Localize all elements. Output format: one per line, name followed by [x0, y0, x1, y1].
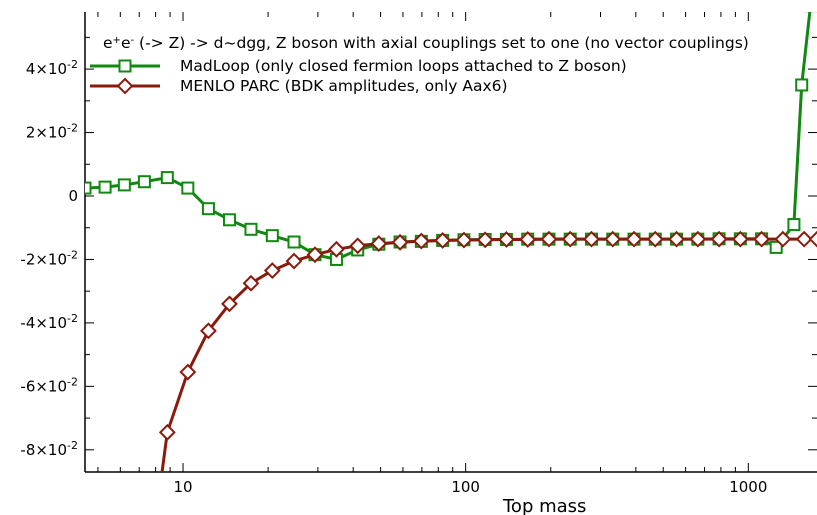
data-point-menlo-parc	[455, 231, 473, 249]
data-point-madloop	[117, 178, 131, 192]
data-point-menlo-parc	[710, 230, 728, 248]
data-point-madloop	[201, 202, 215, 216]
data-point-madloop	[265, 229, 279, 243]
y-tick-label: -2×10-2	[20, 248, 78, 269]
data-point-madloop	[244, 222, 258, 236]
data-point-menlo-parc	[498, 231, 515, 248]
data-point-menlo-parc	[158, 423, 176, 441]
y-tick-label: -4×10-2	[20, 311, 78, 332]
x-tick-label: 100	[451, 478, 480, 496]
y-tick-label: -6×10-2	[20, 375, 78, 396]
legend: MadLoop (only closed fermion loops attac…	[90, 57, 627, 95]
data-point-menlo-parc	[540, 230, 558, 248]
data-point-madloop	[287, 235, 301, 249]
data-point-menlo-parc	[625, 230, 643, 248]
y-tick-label: -8×10-2	[20, 438, 78, 459]
legend-label-menlo-parc: MENLO PARC (BDK amplitudes, only Aax6)	[180, 77, 508, 95]
annotation-text: e+e- (-> Z) -> d~dgg, Z boson with axial…	[103, 34, 749, 52]
data-point-madloop	[222, 213, 236, 227]
y-tick-label: 4×10-2	[26, 58, 78, 79]
data-point-menlo-parc	[306, 246, 324, 264]
data-point-menlo-parc	[391, 233, 409, 251]
data-point-menlo-parc	[349, 237, 367, 255]
data-point-madloop	[787, 218, 801, 232]
data-point-madloop	[795, 78, 809, 92]
data-point-menlo-parc	[668, 230, 685, 248]
axis-ticks	[85, 12, 817, 472]
data-point-menlo-parc	[583, 230, 600, 248]
legend-label-madloop: MadLoop (only closed fermion loops attac…	[180, 57, 627, 75]
data-point-menlo-parc	[604, 230, 622, 248]
data-point-madloop	[85, 181, 92, 195]
data-point-menlo-parc	[200, 322, 217, 340]
data-point-madloop	[137, 175, 151, 189]
data-point-menlo-parc	[221, 295, 238, 313]
legend-marker-madloop	[118, 59, 132, 73]
data-point-menlo-parc	[476, 231, 494, 249]
data-point-menlo-parc	[263, 262, 281, 279]
tick-labels: 10 100 1000 4×10-2 2×10-2 0 -2×10-2 -4×10-2 -6×1…	[20, 58, 767, 496]
data-point-menlo-parc	[412, 232, 430, 250]
x-tick-label: 10	[173, 478, 192, 496]
data-point-menlo-parc	[795, 230, 813, 248]
data-point-madloop	[181, 181, 195, 195]
data-point-menlo-parc	[808, 230, 817, 248]
data-point-menlo-parc	[370, 235, 388, 253]
data-point-menlo-parc	[646, 230, 664, 248]
series-layer	[85, 12, 817, 472]
data-point-menlo-parc	[242, 274, 260, 292]
data-point-menlo-parc	[179, 363, 197, 381]
legend-entry-madloop: MadLoop (only closed fermion loops attac…	[90, 57, 627, 75]
data-point-menlo-parc	[519, 231, 537, 248]
data-point-menlo-parc	[328, 240, 345, 258]
data-point-madloop	[98, 180, 112, 194]
data-point-menlo-parc	[774, 230, 792, 248]
y-tick-label: 0	[68, 187, 78, 205]
x-axis-title: Top mass	[502, 496, 586, 515]
data-point-menlo-parc	[753, 230, 771, 248]
data-point-menlo-parc	[561, 230, 579, 248]
data-point-madloop	[769, 240, 783, 254]
legend-marker-menlo-parc	[116, 77, 134, 95]
data-point-menlo-parc	[285, 252, 303, 270]
legend-entry-menlo-parc: MENLO PARC (BDK amplitudes, only Aax6)	[90, 77, 508, 95]
data-point-menlo-parc	[434, 231, 452, 249]
data-point-menlo-parc	[731, 230, 749, 248]
data-point-menlo-parc	[689, 230, 707, 248]
x-tick-label: 1000	[729, 478, 767, 496]
data-point-madloop	[160, 171, 174, 185]
y-tick-label: 2×10-2	[26, 121, 78, 142]
